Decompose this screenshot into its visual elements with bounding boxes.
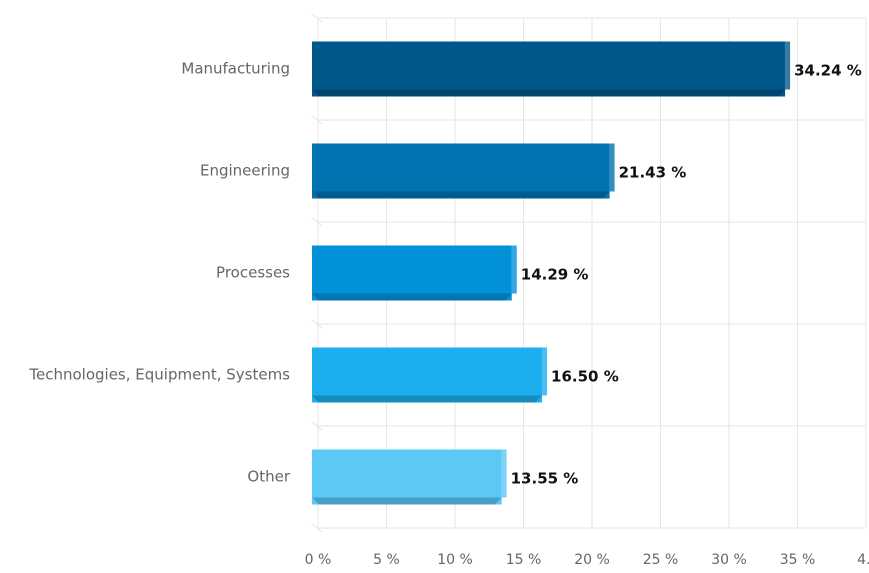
bar-edge xyxy=(312,293,512,301)
bar xyxy=(312,143,610,199)
x-tick-label: 15 % xyxy=(506,552,542,568)
value-label: 14.29 % xyxy=(521,266,589,284)
x-tick-label: 4.. xyxy=(857,552,869,568)
category-label: Manufacturing xyxy=(181,60,290,78)
bar-side xyxy=(501,449,507,498)
floor-edge xyxy=(311,523,323,533)
bar-edge xyxy=(312,497,502,505)
x-tick-label: 35 % xyxy=(780,552,816,568)
category-label: Technologies, Equipment, Systems xyxy=(28,366,290,384)
x-tick-label: 20 % xyxy=(574,552,610,568)
bar-side xyxy=(785,41,791,90)
bar xyxy=(312,41,786,97)
bar-edge xyxy=(312,191,610,199)
value-label: 21.43 % xyxy=(619,164,687,182)
floor-edge xyxy=(311,319,323,329)
bar-side xyxy=(542,347,548,396)
floor-edge xyxy=(311,115,323,125)
bar xyxy=(312,449,502,505)
value-label: 34.24 % xyxy=(794,62,862,80)
x-tick-label: 10 % xyxy=(437,552,473,568)
category-label: Other xyxy=(247,468,290,486)
bar-side xyxy=(609,143,615,192)
bar-edge xyxy=(312,395,543,403)
x-tick-label: 25 % xyxy=(643,552,679,568)
floor-edge xyxy=(311,217,323,227)
bar xyxy=(312,245,512,301)
x-tick-label: 30 % xyxy=(711,552,747,568)
floor-edge xyxy=(311,13,323,23)
value-label: 16.50 % xyxy=(551,368,619,386)
value-label: 13.55 % xyxy=(511,470,579,488)
bar-side xyxy=(511,245,517,294)
x-tick-label: 0 % xyxy=(305,552,332,568)
floor-edge xyxy=(311,421,323,431)
category-label: Processes xyxy=(216,264,290,282)
bar xyxy=(312,347,543,403)
x-tick-label: 5 % xyxy=(373,552,400,568)
category-label: Engineering xyxy=(200,162,290,180)
bar-edge xyxy=(312,89,786,97)
